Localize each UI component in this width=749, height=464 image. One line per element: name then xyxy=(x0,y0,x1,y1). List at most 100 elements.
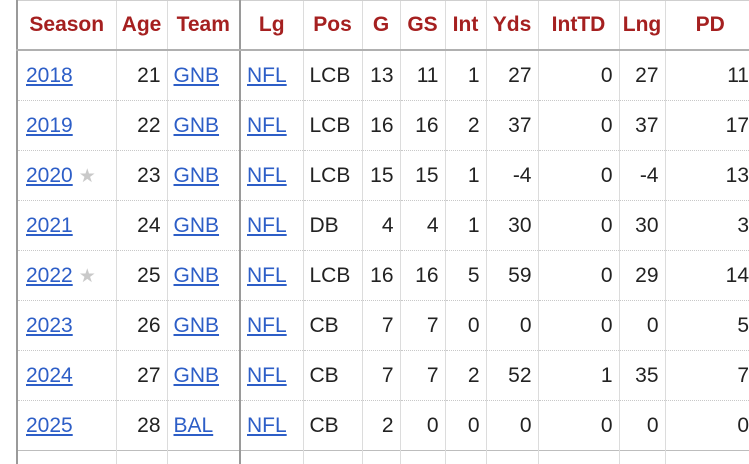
age-cell: 22 xyxy=(115,100,167,151)
games-cell: 7 xyxy=(361,300,400,351)
position-cell: CB xyxy=(302,300,362,351)
team-link[interactable]: GNB xyxy=(173,113,220,137)
empty-cell xyxy=(444,450,486,464)
passes-defended-cell: 5 xyxy=(664,300,749,351)
season-link[interactable]: 2025 xyxy=(26,413,73,437)
games-cell: 16 xyxy=(361,250,400,301)
empty-cell xyxy=(166,450,240,464)
games-started-cell: 16 xyxy=(399,250,445,301)
league-link[interactable]: NFL xyxy=(247,313,287,337)
season-link[interactable]: 2024 xyxy=(26,363,73,387)
empty-cell xyxy=(399,450,445,464)
pro-bowl-star-icon: ★ xyxy=(78,165,96,187)
league-link[interactable]: NFL xyxy=(247,263,287,287)
team-link[interactable]: GNB xyxy=(173,363,220,387)
team-link[interactable]: GNB xyxy=(173,163,220,187)
int-td-cell: 0 xyxy=(537,400,619,451)
team-link[interactable]: GNB xyxy=(173,63,220,87)
table-row: 2018 21 GNB NFL LCB 13 11 1 27 0 27 11 xyxy=(16,50,749,101)
column-header-pos[interactable]: Pos xyxy=(302,0,362,51)
passes-defended-cell: 7 xyxy=(664,350,749,401)
league-link[interactable]: NFL xyxy=(247,63,287,87)
longest-return-cell: 27 xyxy=(618,50,665,101)
int-td-cell: 1 xyxy=(537,350,619,401)
longest-return-cell: 0 xyxy=(618,400,665,451)
interceptions-cell: 1 xyxy=(444,150,486,201)
games-cell: 4 xyxy=(361,200,400,251)
league-link[interactable]: NFL xyxy=(247,113,287,137)
int-yards-cell: 37 xyxy=(485,100,538,151)
defense-stats-table: Season Age Team Lg Pos G GS Int Yds IntT… xyxy=(16,0,749,464)
team-link[interactable]: GNB xyxy=(173,213,220,237)
season-cell: 2020 ★ xyxy=(16,150,116,201)
longest-return-cell: 0 xyxy=(618,300,665,351)
table-row: 2020 ★ 23 GNB NFL LCB 15 15 1 -4 0 -4 13 xyxy=(16,150,749,201)
position-cell: DB xyxy=(302,200,362,251)
table-row: 2024 27 GNB NFL CB 7 7 2 52 1 35 7 xyxy=(16,350,749,401)
longest-return-cell: -4 xyxy=(618,150,665,201)
age-cell: 24 xyxy=(115,200,167,251)
age-cell: 21 xyxy=(115,50,167,101)
int-yards-cell: 27 xyxy=(485,50,538,101)
int-yards-cell: 59 xyxy=(485,250,538,301)
team-cell: GNB xyxy=(166,350,240,401)
league-cell: NFL xyxy=(239,150,303,201)
season-link[interactable]: 2023 xyxy=(26,313,73,337)
team-link[interactable]: BAL xyxy=(173,413,214,437)
column-header-g[interactable]: G xyxy=(361,0,400,51)
games-started-cell: 15 xyxy=(399,150,445,201)
position-cell: CB xyxy=(302,400,362,451)
league-link[interactable]: NFL xyxy=(247,163,287,187)
table-row: 2019 22 GNB NFL LCB 16 16 2 37 0 37 17 xyxy=(16,100,749,151)
empty-cell xyxy=(16,450,116,464)
season-link[interactable]: 2018 xyxy=(26,63,73,87)
season-link[interactable]: 2019 xyxy=(26,113,73,137)
league-link[interactable]: NFL xyxy=(247,213,287,237)
league-cell: NFL xyxy=(239,250,303,301)
season-link[interactable]: 2022 xyxy=(26,263,73,287)
league-cell: NFL xyxy=(239,300,303,351)
column-header-lng[interactable]: Lng xyxy=(618,0,665,51)
team-link[interactable]: GNB xyxy=(173,313,220,337)
season-link[interactable]: 2020 xyxy=(26,163,73,187)
column-header-inttd[interactable]: IntTD xyxy=(537,0,619,51)
table-row: 2021 24 GNB NFL DB 4 4 1 30 0 30 3 xyxy=(16,200,749,251)
column-header-season[interactable]: Season xyxy=(16,0,116,51)
position-cell: LCB xyxy=(302,150,362,201)
games-cell: 2 xyxy=(361,400,400,451)
int-td-cell: 0 xyxy=(537,200,619,251)
passes-defended-cell: 14 xyxy=(664,250,749,301)
column-header-lg[interactable]: Lg xyxy=(239,0,303,51)
empty-cell xyxy=(618,450,665,464)
games-started-cell: 16 xyxy=(399,100,445,151)
longest-return-cell: 29 xyxy=(618,250,665,301)
league-cell: NFL xyxy=(239,350,303,401)
team-cell: GNB xyxy=(166,250,240,301)
int-td-cell: 0 xyxy=(537,50,619,101)
table-row-partial xyxy=(16,450,749,464)
league-cell: NFL xyxy=(239,200,303,251)
interceptions-cell: 5 xyxy=(444,250,486,301)
column-header-yds[interactable]: Yds xyxy=(485,0,538,51)
league-link[interactable]: NFL xyxy=(247,413,287,437)
column-header-int[interactable]: Int xyxy=(444,0,486,51)
pro-bowl-star-icon: ★ xyxy=(78,265,96,287)
column-header-gs[interactable]: GS xyxy=(399,0,445,51)
column-header-team[interactable]: Team xyxy=(166,0,240,51)
interceptions-cell: 0 xyxy=(444,300,486,351)
season-link[interactable]: 2021 xyxy=(26,213,73,237)
games-cell: 16 xyxy=(361,100,400,151)
team-cell: GNB xyxy=(166,300,240,351)
team-link[interactable]: GNB xyxy=(173,263,220,287)
league-cell: NFL xyxy=(239,50,303,101)
interceptions-cell: 1 xyxy=(444,50,486,101)
league-link[interactable]: NFL xyxy=(247,363,287,387)
position-cell: LCB xyxy=(302,250,362,301)
table-row: 2023 26 GNB NFL CB 7 7 0 0 0 0 5 xyxy=(16,300,749,351)
season-cell: 2021 xyxy=(16,200,116,251)
column-header-age[interactable]: Age xyxy=(115,0,167,51)
column-header-pd[interactable]: PD xyxy=(664,0,749,51)
stats-table-container: Season Age Team Lg Pos G GS Int Yds IntT… xyxy=(16,0,749,464)
age-cell: 28 xyxy=(115,400,167,451)
games-started-cell: 7 xyxy=(399,300,445,351)
